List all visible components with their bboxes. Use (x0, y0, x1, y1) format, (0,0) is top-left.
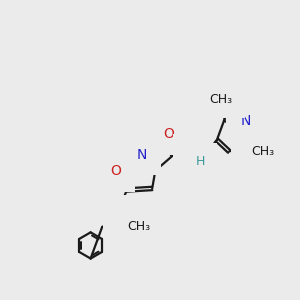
Text: O: O (111, 164, 122, 178)
Text: CH₃: CH₃ (251, 145, 275, 158)
Text: N: N (136, 148, 147, 162)
Text: CH₃: CH₃ (127, 220, 150, 233)
Text: N: N (240, 115, 250, 128)
Text: H: H (195, 155, 205, 168)
Text: O: O (164, 127, 175, 141)
Text: N: N (245, 138, 255, 152)
Text: N: N (187, 148, 197, 162)
Text: CH₃: CH₃ (209, 93, 232, 106)
Text: N: N (117, 209, 128, 223)
